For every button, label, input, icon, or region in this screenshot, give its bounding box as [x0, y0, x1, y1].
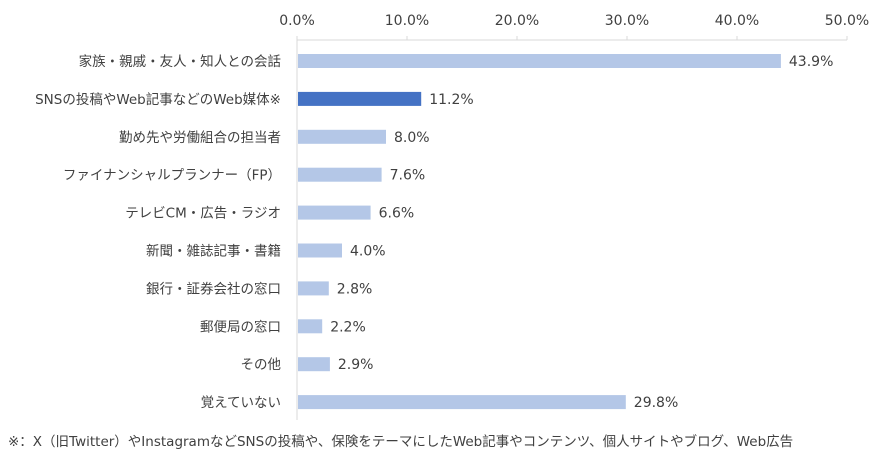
- x-tick-label: 50.0%: [825, 13, 869, 29]
- data-label: 2.9%: [338, 357, 374, 373]
- category-label: 家族・親戚・友人・知人との会話: [79, 53, 281, 70]
- x-tick-label: 30.0%: [605, 13, 649, 29]
- bar: [298, 205, 371, 220]
- x-tick-label: 0.0%: [279, 13, 315, 29]
- data-label: 11.2%: [429, 92, 473, 108]
- bar: [298, 243, 342, 258]
- data-label: 7.6%: [390, 168, 426, 184]
- category-label: 勤め先や労働組合の担当者: [119, 130, 281, 146]
- x-tick-label: 10.0%: [385, 13, 429, 29]
- bar: [298, 357, 330, 372]
- data-label: 2.8%: [337, 281, 373, 297]
- category-label: テレビCM・広告・ラジオ: [125, 206, 281, 222]
- category-label: 覚えていない: [201, 395, 281, 411]
- bar: [298, 91, 422, 106]
- data-label: 4.0%: [350, 244, 386, 260]
- data-label: 43.9%: [789, 54, 833, 70]
- bar: [298, 167, 382, 182]
- data-label: 29.8%: [634, 395, 678, 411]
- bar: [298, 395, 626, 410]
- category-label: 銀行・証券会社の窓口: [146, 280, 281, 297]
- category-label: 郵便局の窓口: [200, 318, 281, 335]
- category-label: SNSの投稿やWeb記事などのWeb媒体※: [35, 91, 281, 108]
- data-label: 6.6%: [379, 206, 415, 222]
- bar: [298, 281, 329, 296]
- category-label: 新聞・雑誌記事・書籍: [146, 243, 281, 260]
- bar-chart: 0.0% 10.0% 20.0% 30.0% 40.0% 50.0% 家族・親戚・友人・知人…: [35, 13, 869, 420]
- bar: [298, 129, 386, 144]
- category-label: その他: [241, 357, 282, 373]
- footnote: ※：X（旧Twitter）やInstagramなどSNSの投稿や、保険をテーマに…: [8, 434, 794, 450]
- category-label: ファイナンシャルプランナー（FP）: [63, 168, 281, 184]
- bar: [298, 54, 781, 68]
- bar: [298, 319, 323, 334]
- x-tick-label: 40.0%: [715, 13, 759, 29]
- data-label: 2.2%: [330, 319, 366, 335]
- data-label: 8.0%: [394, 130, 430, 146]
- x-tick-label: 20.0%: [495, 13, 539, 29]
